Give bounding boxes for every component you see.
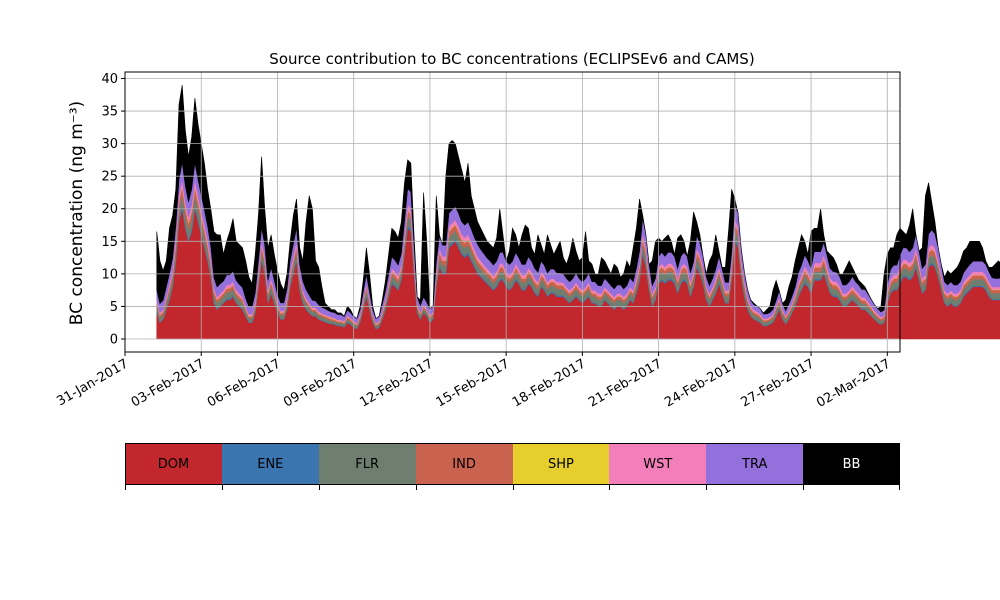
x-tick-label: 18-Feb-2017 [510, 356, 589, 410]
chart-title: Source contribution to BC concentrations… [269, 50, 754, 68]
y-tick-label: 25 [101, 170, 118, 185]
legend-item-ene: ENE [221, 443, 319, 485]
x-tick-label: 09-Feb-2017 [281, 356, 360, 410]
legend-item-tra: TRA [706, 443, 804, 485]
legend-tick-mark [706, 485, 707, 490]
legend-item-shp: SHP [512, 443, 610, 485]
legend-item-bb: BB [803, 443, 900, 485]
y-tick-label: 20 [101, 202, 118, 217]
y-tick-label: 35 [101, 105, 118, 120]
y-tick-label: 15 [101, 235, 118, 250]
x-tick-label: 15-Feb-2017 [434, 356, 513, 410]
axes-frame [124, 71, 901, 353]
x-axis-ticks: 31-Jan-201703-Feb-201706-Feb-201709-Feb-… [54, 352, 893, 411]
y-tick-label: 30 [101, 137, 118, 152]
grid-lines [124, 72, 900, 352]
legend-tick-mark [319, 485, 320, 490]
x-tick-label: 31-Jan-2017 [54, 356, 131, 409]
legend-item-ind: IND [415, 443, 513, 485]
y-tick-label: 10 [101, 267, 118, 282]
legend-tick-mark [416, 485, 417, 490]
legend-tick-mark [803, 485, 804, 490]
y-tick-label: 5 [110, 300, 118, 315]
y-axis-label: BC concentration (ng m⁻³) [67, 101, 87, 325]
legend-tick-mark [609, 485, 610, 490]
x-tick-label: 27-Feb-2017 [739, 356, 818, 410]
x-tick-label: 21-Feb-2017 [586, 356, 665, 410]
x-tick-label: 03-Feb-2017 [129, 356, 208, 410]
legend-tick-mark [513, 485, 514, 490]
y-axis-ticks: 0 5 10 15 20 25 30 35 40 [101, 72, 125, 347]
x-tick-label: 24-Feb-2017 [662, 356, 741, 410]
y-tick-label: 40 [101, 72, 118, 87]
legend-tick-mark [125, 485, 126, 490]
x-tick-label: 12-Feb-2017 [357, 356, 436, 410]
x-tick-label: 02-Mar-2017 [814, 356, 893, 410]
legend-item-flr: FLR [318, 443, 416, 485]
legend-item-dom: DOM [125, 443, 222, 485]
legend-item-wst: WST [609, 443, 707, 485]
plot-area [156, 84, 1000, 340]
y-tick-label: 0 [110, 332, 118, 347]
legend-tick-mark [222, 485, 223, 490]
legend-tick-mark [899, 485, 900, 490]
x-tick-label: 06-Feb-2017 [205, 356, 284, 410]
